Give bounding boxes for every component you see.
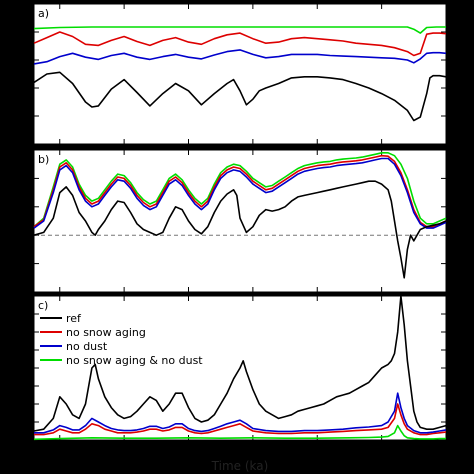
panel-b-series-no-dust <box>33 157 447 229</box>
panel-b-ticks: 0.3 0.2 0.1 0 -0.1 -0.2 <box>34 144 471 299</box>
x-axis-title: Time (ka) <box>211 459 269 473</box>
panel-b-ytick-label: -0.2 <box>450 286 471 299</box>
panel-b-series-ref <box>33 180 447 279</box>
panel-c-series-ref <box>33 295 447 432</box>
panel-c-series-no-snow-aging-no-dust <box>33 424 446 441</box>
panel-c-ytick-label: 0.4 <box>13 290 31 303</box>
panel-c-ytick-label: 0.25 <box>6 344 31 357</box>
panel-c-xtick-label: 80 <box>182 444 196 457</box>
panel-a-series-no-snow-aging-no-dust <box>33 26 446 34</box>
panel-c-series-no-snow-aging <box>34 403 447 436</box>
panel-a-ytick-label: 0.8 <box>13 54 31 67</box>
panel-c-xtick-label: 120 <box>49 444 70 457</box>
panel-c-series <box>33 295 447 441</box>
panel-c-series-no-dust <box>34 392 447 434</box>
panel-b-ytick-label: -0.1 <box>450 258 471 271</box>
panel-c-ytick-label: 0.1 <box>13 398 31 411</box>
panel-c-xtick-label: 20 <box>375 444 389 457</box>
legend-label: no snow aging & no dust <box>66 354 203 367</box>
panel-b-series <box>33 152 447 279</box>
panel-a-ytick-label: 0.85 <box>6 26 31 39</box>
panel-c-ytick-label: 0.35 <box>6 308 31 321</box>
panel-b-frame <box>33 149 447 293</box>
panel-b-ytick-label: 0.3 <box>450 144 468 157</box>
panel-b-ytick-label: 0.2 <box>450 172 468 185</box>
panel-c: 0.4 0.35 0.3 0.25 0.2 0.15 0.1 0.05 0 120 100 80 60 4… <box>6 290 450 457</box>
legend-label: no snow aging <box>66 326 146 339</box>
panel-a-frame <box>33 3 447 145</box>
legend-label: no dust <box>66 340 108 353</box>
panel-a-series-ref <box>33 71 447 122</box>
panel-b: 0.3 0.2 0.1 0 -0.1 -0.2 b) <box>33 144 471 299</box>
panel-a-ytick-label: 0.65 <box>6 138 31 151</box>
panel-a-ytick-label: 0.7 <box>13 110 31 123</box>
panel-b-series-no-snow-aging <box>33 154 447 228</box>
panel-c-ytick-label: 0.05 <box>6 416 31 429</box>
panel-a-ticks: 0.9 0.85 0.8 0.75 0.7 0.65 <box>6 0 447 151</box>
panel-c-ytick-label: 0.3 <box>13 326 31 339</box>
panel-b-label: b) <box>38 153 49 166</box>
panel-c-xtick-label: 0 <box>443 444 450 457</box>
panel-a-series <box>33 26 447 122</box>
panel-a-ytick-label: 0.9 <box>13 0 31 11</box>
panel-c-xtick-label: 100 <box>114 444 135 457</box>
panel-c-label: c) <box>38 299 48 312</box>
panel-a: 0.9 0.85 0.8 0.75 0.7 0.65 a) <box>6 0 447 151</box>
panel-a-series-no-dust <box>33 49 447 65</box>
panel-a-label: a) <box>38 7 49 20</box>
panel-c-ytick-label: 0 <box>23 434 30 447</box>
panel-b-series-no-snow-aging-no-dust <box>33 152 447 228</box>
panel-c-ytick-label: 0.15 <box>6 380 31 393</box>
panel-c-ytick-label: 0.2 <box>13 362 31 375</box>
panel-a-series-no-snow-aging <box>33 31 447 57</box>
panel-b-ytick-label: 0.1 <box>450 201 468 214</box>
legend-label: ref <box>66 312 82 325</box>
panel-a-ytick-label: 0.75 <box>6 82 31 95</box>
panel-b-ytick-label: 0 <box>450 229 457 242</box>
panel-c-xtick-label: 60 <box>246 444 260 457</box>
panel-c-xtick-label: 40 <box>310 444 324 457</box>
